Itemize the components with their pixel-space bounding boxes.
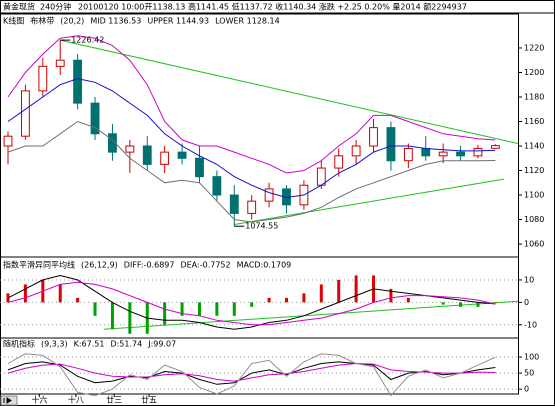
candle-body	[473, 147, 483, 157]
legend-entry: D:51.74	[110, 340, 142, 349]
candle-body	[264, 188, 274, 202]
y-tick-label: 1100	[524, 191, 544, 200]
x-tick-label: 廿三	[106, 395, 122, 405]
candle-body	[351, 145, 361, 157]
candle-body	[229, 194, 239, 214]
trendline	[234, 178, 505, 225]
candle-body	[142, 145, 152, 165]
candle-body	[55, 59, 65, 67]
trendline	[103, 300, 519, 330]
legend-entry: DEA:-0.7752	[180, 261, 230, 270]
annotation: 1074.55	[245, 222, 278, 231]
panel-title: 随机指标	[3, 339, 35, 349]
series-line	[7, 120, 496, 223]
candle-body	[212, 176, 222, 196]
scroll-icon	[3, 397, 12, 404]
candle-body	[177, 151, 187, 159]
symbol: 黄金现货	[3, 2, 35, 12]
legend-entry: MID 1136.53	[90, 17, 141, 26]
legend-entry: MACD:0.1709	[237, 261, 292, 270]
legend-entry: UPPER 1144.93	[147, 17, 209, 26]
series-line	[7, 362, 496, 382]
params: (20,2)	[60, 17, 84, 26]
indicator-name: 布林带	[30, 16, 54, 26]
series-line	[7, 353, 496, 397]
candle-body	[195, 157, 204, 178]
legend-entry: DIFF:-0.6897	[124, 261, 175, 270]
candle-body	[421, 147, 431, 157]
y-tick-label: 1200	[524, 68, 544, 77]
candle-body	[438, 151, 448, 157]
series-line	[7, 78, 496, 199]
y-tick-label: 1060	[524, 240, 544, 249]
x-tick-label: 廿五	[141, 395, 157, 405]
candle-body	[3, 135, 13, 147]
annotation: 1226.42	[71, 36, 104, 45]
legend-entry: J:99.07	[147, 340, 176, 349]
candle-body	[334, 155, 344, 169]
series-line	[7, 361, 496, 385]
series-line	[7, 281, 496, 326]
y-tick-label: -10	[524, 320, 537, 329]
candle-body	[369, 127, 378, 147]
candle-body	[247, 200, 257, 214]
panel-title: K线图	[3, 16, 24, 26]
y-tick-label: 1080	[524, 215, 544, 224]
candle-body	[20, 90, 30, 137]
y-tick-label: 1220	[524, 43, 544, 52]
params: (9,3,3)	[41, 340, 68, 349]
period: 240分钟	[40, 2, 71, 12]
legend-entry: LOWER 1128.14	[215, 17, 280, 26]
y-tick-label: 0	[524, 385, 529, 394]
candle-body	[456, 151, 465, 157]
y-tick-label: 10	[524, 275, 534, 284]
series-line	[7, 274, 496, 330]
panel-frame	[0, 337, 519, 395]
candle-body	[90, 102, 100, 135]
quote: 20100120 10:00开1138.13 高1141.45 低1137.72…	[78, 2, 467, 12]
candle-body	[403, 147, 413, 162]
candle-body	[38, 65, 48, 92]
panel-title: 指数平滑异同平均线	[3, 260, 75, 270]
x-tick-label: 十六	[31, 395, 47, 405]
y-tick-label: 100	[524, 353, 539, 362]
y-tick-label: 1160	[524, 117, 544, 126]
legend-entry: K:67.51	[74, 340, 105, 349]
y-tick-label: 1140	[524, 142, 544, 151]
candle-body	[73, 59, 83, 104]
candle-body	[108, 133, 117, 153]
y-tick-label: 1180	[524, 92, 544, 101]
params: (26,12,9)	[81, 261, 118, 270]
candle-body	[125, 145, 135, 153]
y-tick-label: 0	[524, 298, 529, 307]
series-line	[7, 35, 496, 174]
candle-body	[386, 127, 396, 162]
x-tick-label: 十八	[68, 395, 84, 405]
candle-body	[490, 145, 500, 149]
y-tick-label: 1120	[524, 166, 544, 175]
candle-body	[316, 167, 326, 186]
y-tick-label: 50	[524, 369, 534, 378]
candle-body	[160, 151, 170, 165]
trendline	[60, 39, 519, 145]
